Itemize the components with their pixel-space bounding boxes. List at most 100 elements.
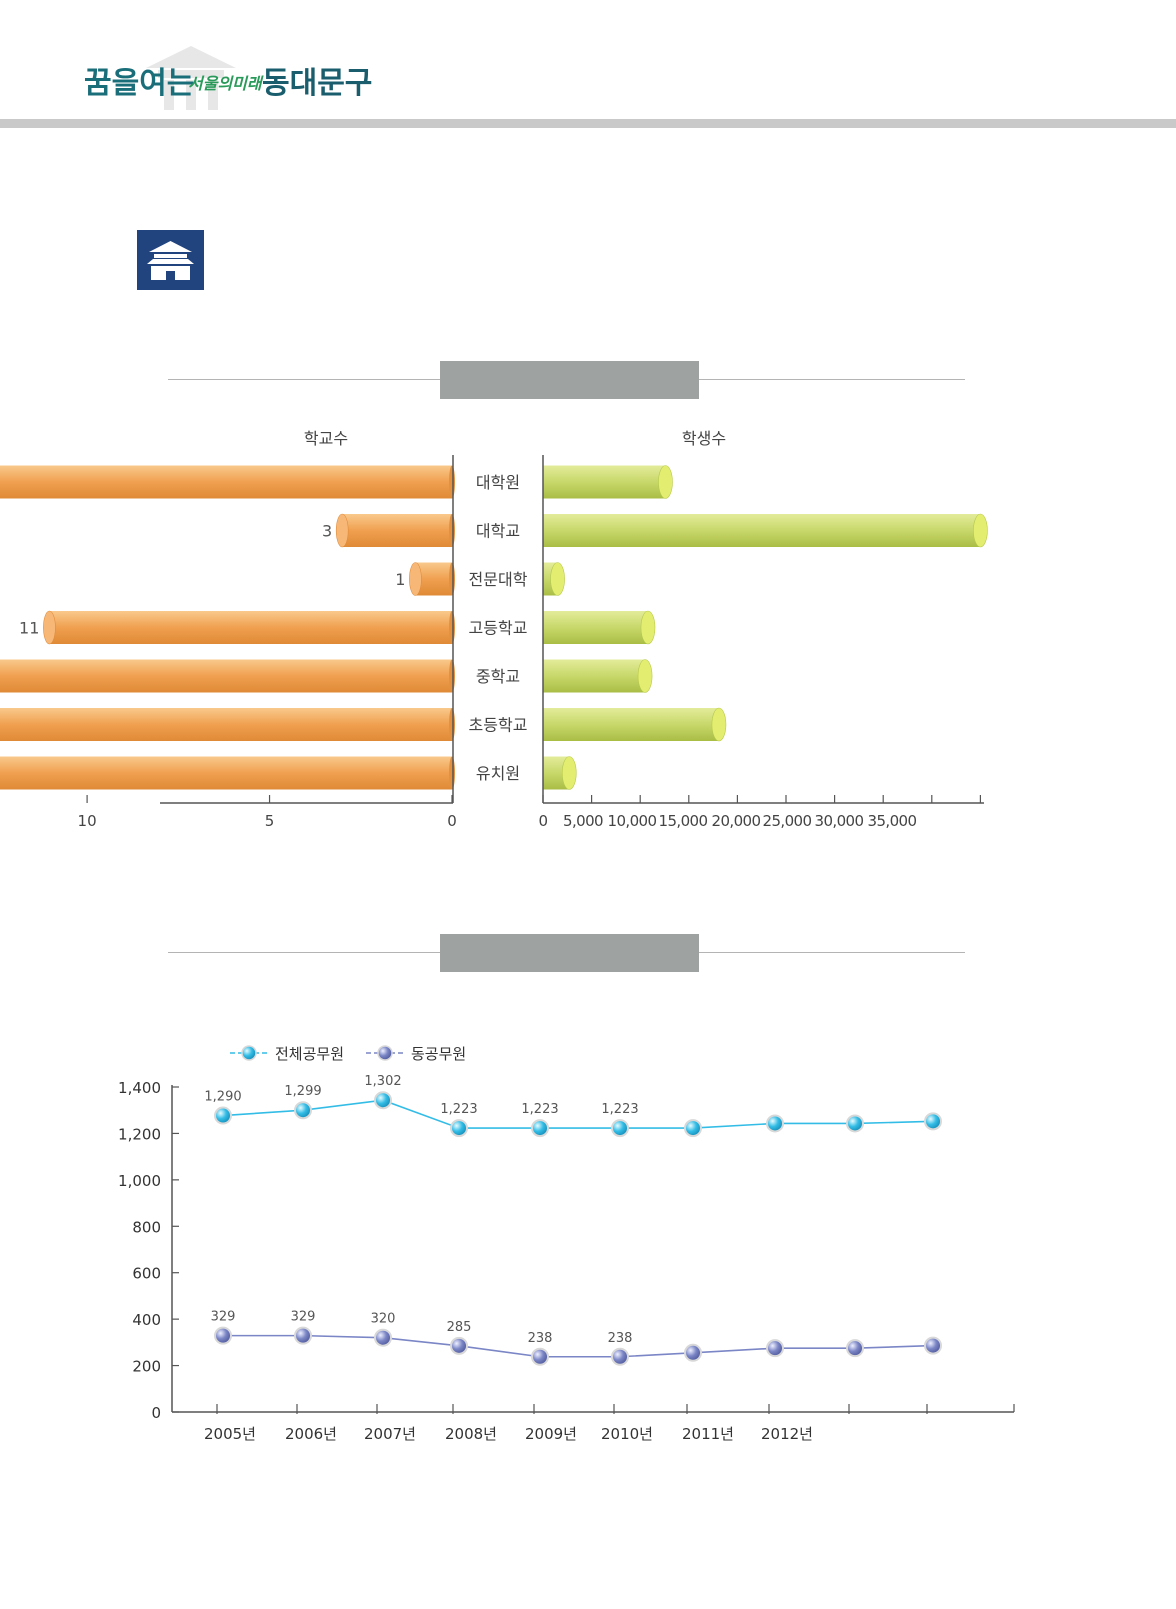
school-bar xyxy=(335,513,455,548)
series-line xyxy=(222,1099,934,1129)
series-point xyxy=(924,1112,942,1131)
x-category-label: 2010년 xyxy=(601,1425,653,1443)
category-label: 대학원 xyxy=(476,473,520,492)
student-bar xyxy=(543,513,988,548)
x-category-label: 2009년 xyxy=(525,1425,577,1443)
x-category-label: 2011년 xyxy=(682,1425,734,1443)
point-value-label: 238 xyxy=(528,1331,553,1346)
series-point xyxy=(846,1339,864,1358)
y-tick-label: 1,200 xyxy=(118,1125,161,1143)
section-title-box-2 xyxy=(440,934,699,972)
y-tick-label: 400 xyxy=(132,1311,161,1329)
section-icon-box xyxy=(137,230,204,290)
series-point xyxy=(766,1339,784,1358)
x-tick-label-left: 0 xyxy=(447,812,457,830)
point-value-label: 329 xyxy=(291,1310,316,1325)
palace-icon xyxy=(147,241,194,280)
series-point xyxy=(611,1119,629,1138)
x-category-label: 2012년 xyxy=(761,1425,813,1443)
series-point xyxy=(766,1114,784,1133)
point-value-label: 1,290 xyxy=(204,1090,241,1105)
school-bar xyxy=(0,756,455,790)
x-category-label: 2006년 xyxy=(285,1425,337,1443)
line-chart-axes: 0 200 400 600 800 1,000 1,200 1,400 2005년 2006년 20… xyxy=(118,1079,1015,1443)
logo-text-main: 꿈을여는 xyxy=(84,66,195,101)
x-category-label: 2005년 xyxy=(204,1425,256,1443)
category-label: 대학교 xyxy=(476,522,520,541)
school-count-bars: 3111152133 xyxy=(0,465,455,790)
student-bar xyxy=(543,465,673,499)
series-point xyxy=(374,1328,392,1347)
school-bar xyxy=(0,708,455,741)
x-tick-label-right: 15,000 xyxy=(659,812,708,830)
student-bar xyxy=(543,562,565,596)
right-chart-title: 학생수 xyxy=(682,429,726,448)
x-tick-label-right: 20,000 xyxy=(712,812,761,830)
point-value-label: 1,302 xyxy=(364,1074,401,1089)
legend-label: 전체공무원 xyxy=(275,1045,344,1063)
category-label: 전문대학 xyxy=(469,570,528,589)
school-bar-value-label: 1 xyxy=(395,570,405,589)
point-value-label: 320 xyxy=(371,1312,396,1327)
point-value-label: 329 xyxy=(211,1310,236,1325)
y-tick-label: 1,000 xyxy=(118,1172,161,1190)
district-logo: 꿈을여는 서울의미래 동대문구 xyxy=(84,42,384,114)
point-value-label: 1,223 xyxy=(521,1102,558,1117)
legend-label: 동공무원 xyxy=(411,1045,466,1063)
x-tick-label-right: 35,000 xyxy=(868,812,917,830)
school-bar xyxy=(0,659,455,693)
header-divider xyxy=(0,119,1176,128)
series-point xyxy=(294,1101,312,1120)
point-value-label: 1,223 xyxy=(601,1102,638,1117)
school-bar-value-label: 3 xyxy=(322,522,332,541)
y-tick-label: 0 xyxy=(151,1404,161,1422)
x-tick-label-left: 10 xyxy=(78,812,97,830)
student-count-bars xyxy=(543,465,988,790)
series-point xyxy=(531,1119,549,1138)
school-bar xyxy=(43,610,455,645)
line-chart-legend: 전체공무원 동공무원 xyxy=(230,1045,466,1063)
x-tick-label-right: 25,000 xyxy=(763,812,812,830)
y-tick-label: 800 xyxy=(132,1218,161,1236)
school-bar xyxy=(409,562,455,596)
school-student-bar-chart: 학교수 학생수 3111152133 대학원대학교전문대학고등학교중학교초등학교… xyxy=(0,429,988,830)
student-bar xyxy=(543,659,653,693)
series-point xyxy=(450,1119,468,1138)
school-bar xyxy=(0,465,455,499)
series-point xyxy=(924,1336,942,1355)
point-value-label: 285 xyxy=(447,1320,472,1335)
y-tick-label: 600 xyxy=(132,1265,161,1283)
logo-text-district: 동대문구 xyxy=(262,66,373,101)
x-tick-label-right: 0 xyxy=(539,812,548,830)
student-bar xyxy=(543,756,577,790)
series-point xyxy=(531,1347,549,1366)
legend-marker xyxy=(241,1045,257,1061)
section-title-box-1 xyxy=(440,361,699,399)
category-label: 유치원 xyxy=(476,764,520,783)
series-line xyxy=(223,1334,934,1358)
series-point xyxy=(684,1119,702,1138)
x-tick-label-right: 5,000 xyxy=(563,812,603,830)
logo-text-slogan: 서울의미래 xyxy=(188,74,262,93)
series-point xyxy=(214,1326,232,1345)
y-tick-label: 1,400 xyxy=(118,1079,161,1097)
x-tick-label-right: 30,000 xyxy=(815,812,864,830)
x-tick-label-left: 5 xyxy=(265,812,275,830)
legend-marker xyxy=(377,1045,393,1061)
staff-line-chart: 전체공무원 동공무원 0 200 400 600 800 1,000 1,200 1,400 20… xyxy=(118,1045,1015,1443)
category-label: 고등학교 xyxy=(469,619,528,638)
category-label: 중학교 xyxy=(476,667,520,686)
x-tick-label-right: 10,000 xyxy=(608,812,657,830)
point-value-label: 1,223 xyxy=(440,1102,477,1117)
x-category-label: 2008년 xyxy=(445,1425,497,1443)
series-point xyxy=(684,1343,702,1362)
series-point xyxy=(450,1336,468,1355)
series-point xyxy=(214,1106,232,1125)
y-tick-label: 200 xyxy=(132,1358,161,1376)
point-value-label: 1,299 xyxy=(284,1084,321,1099)
series-point xyxy=(294,1326,312,1345)
series-point xyxy=(846,1114,864,1133)
left-chart-title: 학교수 xyxy=(304,429,348,448)
page-header: 꿈을여는 서울의미래 동대문구 xyxy=(0,0,1176,130)
